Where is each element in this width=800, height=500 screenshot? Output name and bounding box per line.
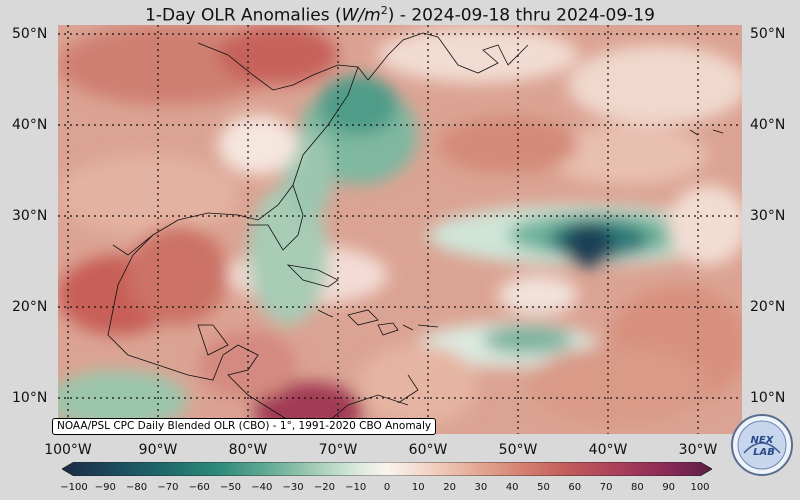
colorbar-tick-label: 40 <box>505 482 519 493</box>
map-title: 1-Day OLR Anomalies (W/m2) - 2024-09-18 … <box>145 4 655 26</box>
colorbar-body <box>62 462 712 476</box>
colorbar-tick-label: 60 <box>568 482 582 493</box>
colorbar-tick-label: −50 <box>219 482 242 493</box>
colorbar-tick-label: 70 <box>599 482 613 493</box>
colorbar-tick-label: 30 <box>474 482 488 493</box>
colorbar-tick-label: 100 <box>690 482 710 493</box>
svg-text:NEX: NEX <box>751 435 775 446</box>
colorbar-tick-label: 10 <box>411 482 425 493</box>
colorbar-tick-label: −30 <box>282 482 304 493</box>
colorbar-tick-label: −80 <box>126 482 148 493</box>
colorbar-tick-label: −20 <box>313 482 335 493</box>
lon-label-100w: 100°W <box>44 442 92 458</box>
lat-label-10n-right: 10°N <box>750 390 786 406</box>
colorbar-tick-label: −100 <box>60 482 88 493</box>
nexlab-logo: NEX LAB <box>731 414 793 476</box>
colorbar-tick-label: 0 <box>383 482 391 493</box>
data-source-label: NOAA/PSL CPC Daily Blended OLR (CBO) - 1… <box>52 418 437 435</box>
lat-label-20n-right: 20°N <box>750 299 786 315</box>
lon-label-90w: 90°W <box>138 442 178 458</box>
colorbar-tick-label: 90 <box>662 482 676 493</box>
graticule <box>58 25 742 434</box>
lat-label-30n-right: 30°N <box>750 208 786 224</box>
lon-label-30w: 30°W <box>678 442 718 458</box>
svg-text:LAB: LAB <box>753 447 775 458</box>
colorbar-tick-label: −60 <box>188 482 210 493</box>
colorbar <box>62 462 712 476</box>
colorbar-tick-label: 80 <box>631 482 644 493</box>
lat-label-40n-left: 40°N <box>12 117 48 133</box>
lon-label-60w: 60°W <box>408 442 448 458</box>
lat-label-30n-left: 30°N <box>12 208 48 224</box>
lat-label-50n-left: 50°N <box>12 26 48 42</box>
lon-label-70w: 70°W <box>318 442 358 458</box>
colorbar-tick-label: −90 <box>94 482 116 493</box>
lat-label-10n-left: 10°N <box>12 390 48 406</box>
lat-label-20n-left: 20°N <box>12 299 48 315</box>
lat-label-50n-right: 50°N <box>750 26 786 42</box>
colorbar-tick-label: −40 <box>251 482 273 493</box>
colorbar-tick-label: 20 <box>443 482 456 493</box>
anomaly-field <box>58 25 742 434</box>
olr-anomaly-map <box>58 25 742 434</box>
lon-label-40w: 40°W <box>588 442 628 458</box>
colorbar-tick-label: −10 <box>345 482 367 493</box>
lon-label-50w: 50°W <box>498 442 538 458</box>
lon-label-80w: 80°W <box>228 442 268 458</box>
colorbar-tick-label: 50 <box>537 482 550 493</box>
colorbar-tick-label: −70 <box>157 482 179 493</box>
lat-label-40n-right: 40°N <box>750 117 786 133</box>
